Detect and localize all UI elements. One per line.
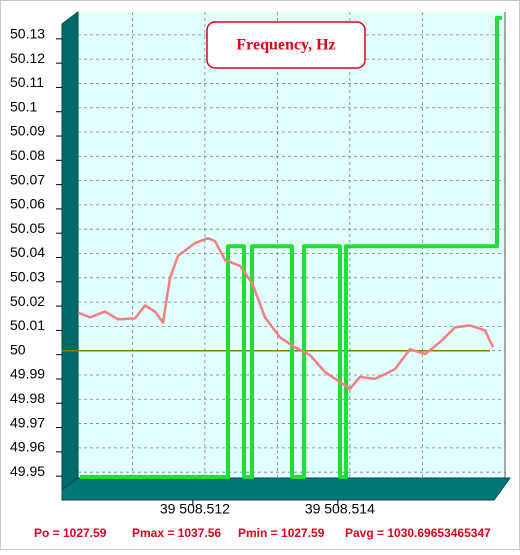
- y-tick-label: 50.11: [10, 74, 44, 90]
- y-tick-label: 50.04: [10, 244, 45, 260]
- x-tick-label: 39 508.514: [305, 501, 375, 517]
- y-tick-label: 49.96: [10, 439, 45, 455]
- y-tick-label: 49.98: [10, 390, 45, 406]
- footer-stat: Pavg = 1030.69653465347: [345, 526, 491, 540]
- chart-title: Frequency, Hz: [236, 37, 335, 54]
- series-line: [80, 15, 502, 480]
- footer-stat: Pmin = 1027.59: [238, 526, 325, 540]
- y-tick-label: 50.06: [10, 196, 45, 212]
- left-wall: [61, 11, 79, 491]
- y-tick-label: 50.12: [10, 50, 45, 66]
- y-tick-label: 50.05: [10, 220, 45, 236]
- x-tick-label: 39 508.512: [160, 501, 230, 517]
- title-box: [206, 21, 366, 69]
- y-tick-label: 49.97: [10, 414, 45, 430]
- y-tick-label: 50.08: [10, 147, 45, 163]
- y-tick-label: 50.13: [10, 26, 45, 42]
- y-tick-label: 50.01: [10, 317, 45, 333]
- floor: [61, 477, 511, 501]
- series: [62, 15, 502, 480]
- y-tick-label: 50: [10, 341, 26, 357]
- footer-stat: Pmax = 1037.56: [132, 526, 221, 540]
- y-tick-label: 49.95: [10, 463, 45, 479]
- y-tick-label: 49.99: [10, 366, 45, 382]
- footer-stat: Po = 1027.59: [34, 526, 107, 540]
- y-tick-label: 50.02: [10, 293, 45, 309]
- series-line: [77, 236, 495, 391]
- y-tick-label: 50.03: [10, 269, 45, 285]
- y-tick-label: 50.09: [10, 123, 45, 139]
- y-tick-label: 50.1: [10, 98, 37, 114]
- y-tick-label: 50.07: [10, 171, 45, 187]
